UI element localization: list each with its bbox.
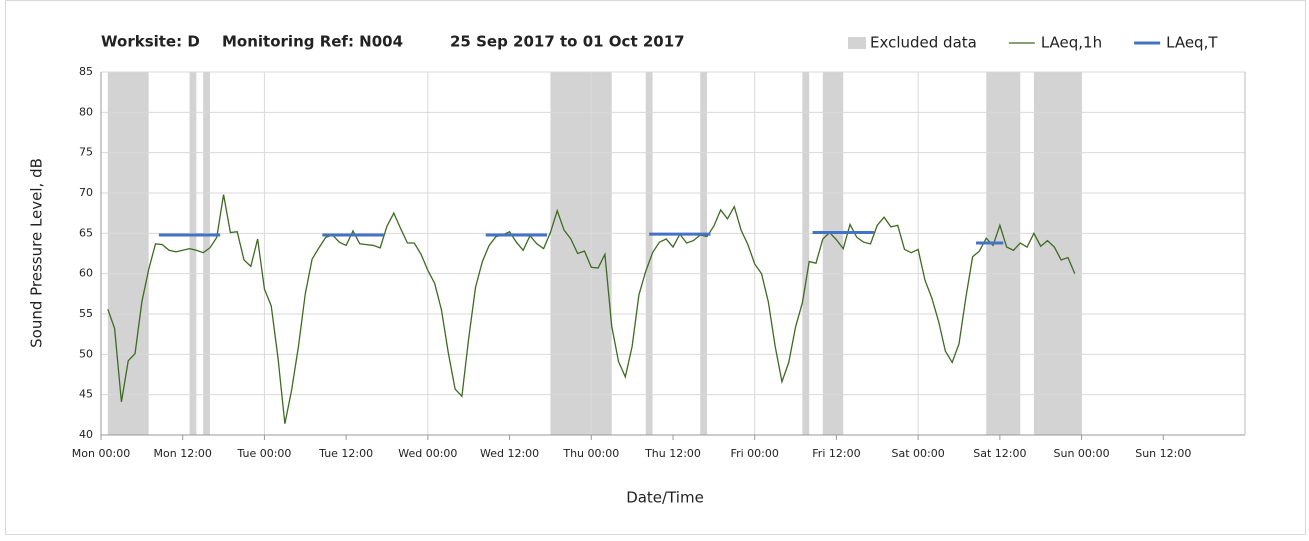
legend: Excluded data LAeq,1h LAeq,T [848, 34, 1218, 52]
y-tick-label: 65 [79, 226, 93, 239]
y-tick-label: 45 [79, 388, 93, 401]
x-axis-label: Date/Time [626, 489, 704, 507]
plot-area: 40 45 50 55 60 65 70 75 80 85 Mon 00:00 Mon 12:00 Tu… [72, 65, 1246, 460]
y-tick-label: 80 [79, 105, 93, 118]
y-tick-label: 75 [79, 146, 93, 159]
y-tick-label: 55 [79, 307, 93, 320]
excluded-band [802, 72, 810, 435]
legend-label: LAeq,T [1166, 34, 1218, 52]
y-tick-label: 50 [79, 347, 93, 360]
y-tick-label: 70 [79, 186, 93, 199]
x-tick-label: Mon 00:00 [72, 447, 130, 460]
y-tick-label: 85 [79, 65, 93, 78]
x-tick-label: Thu 12:00 [644, 447, 701, 460]
x-tick-label: Sun 12:00 [1135, 447, 1191, 460]
x-tick-label: Sun 00:00 [1054, 447, 1110, 460]
x-tick-label: Mon 12:00 [154, 447, 212, 460]
x-tick-label: Fri 00:00 [731, 447, 779, 460]
x-tick-label: Fri 12:00 [812, 447, 860, 460]
x-tick-label: Thu 00:00 [562, 447, 619, 460]
excluded-band [189, 72, 197, 435]
laeq-1h-line [107, 194, 1076, 424]
excluded-band [700, 72, 708, 435]
excluded-band [107, 72, 149, 435]
y-axis-label: Sound Pressure Level, dB [28, 158, 46, 348]
legend-label: LAeq,1h [1041, 34, 1102, 52]
legend-label: Excluded data [870, 34, 977, 52]
x-tick-label: Tue 00:00 [236, 447, 291, 460]
x-tick-label: Wed 12:00 [480, 447, 539, 460]
x-tick-label: Wed 00:00 [398, 447, 457, 460]
excluded-band [203, 72, 210, 435]
y-tick-label: 40 [79, 428, 93, 441]
excluded-band [986, 72, 1021, 435]
y-tick-label: 60 [79, 267, 93, 280]
x-tick-label: Sat 00:00 [892, 447, 945, 460]
chart-border [5, 0, 1306, 535]
legend-swatch [848, 37, 866, 49]
excluded-band [645, 72, 653, 435]
title-ref: Monitoring Ref: N004 [222, 33, 403, 51]
title-worksite: Worksite: D [101, 33, 200, 51]
excluded-band [822, 72, 844, 435]
x-tick-label: Tue 12:00 [318, 447, 373, 460]
x-tick-label: Sat 12:00 [973, 447, 1026, 460]
title-period: 25 Sep 2017 to 01 Oct 2017 [450, 33, 685, 51]
excluded-band [550, 72, 612, 435]
